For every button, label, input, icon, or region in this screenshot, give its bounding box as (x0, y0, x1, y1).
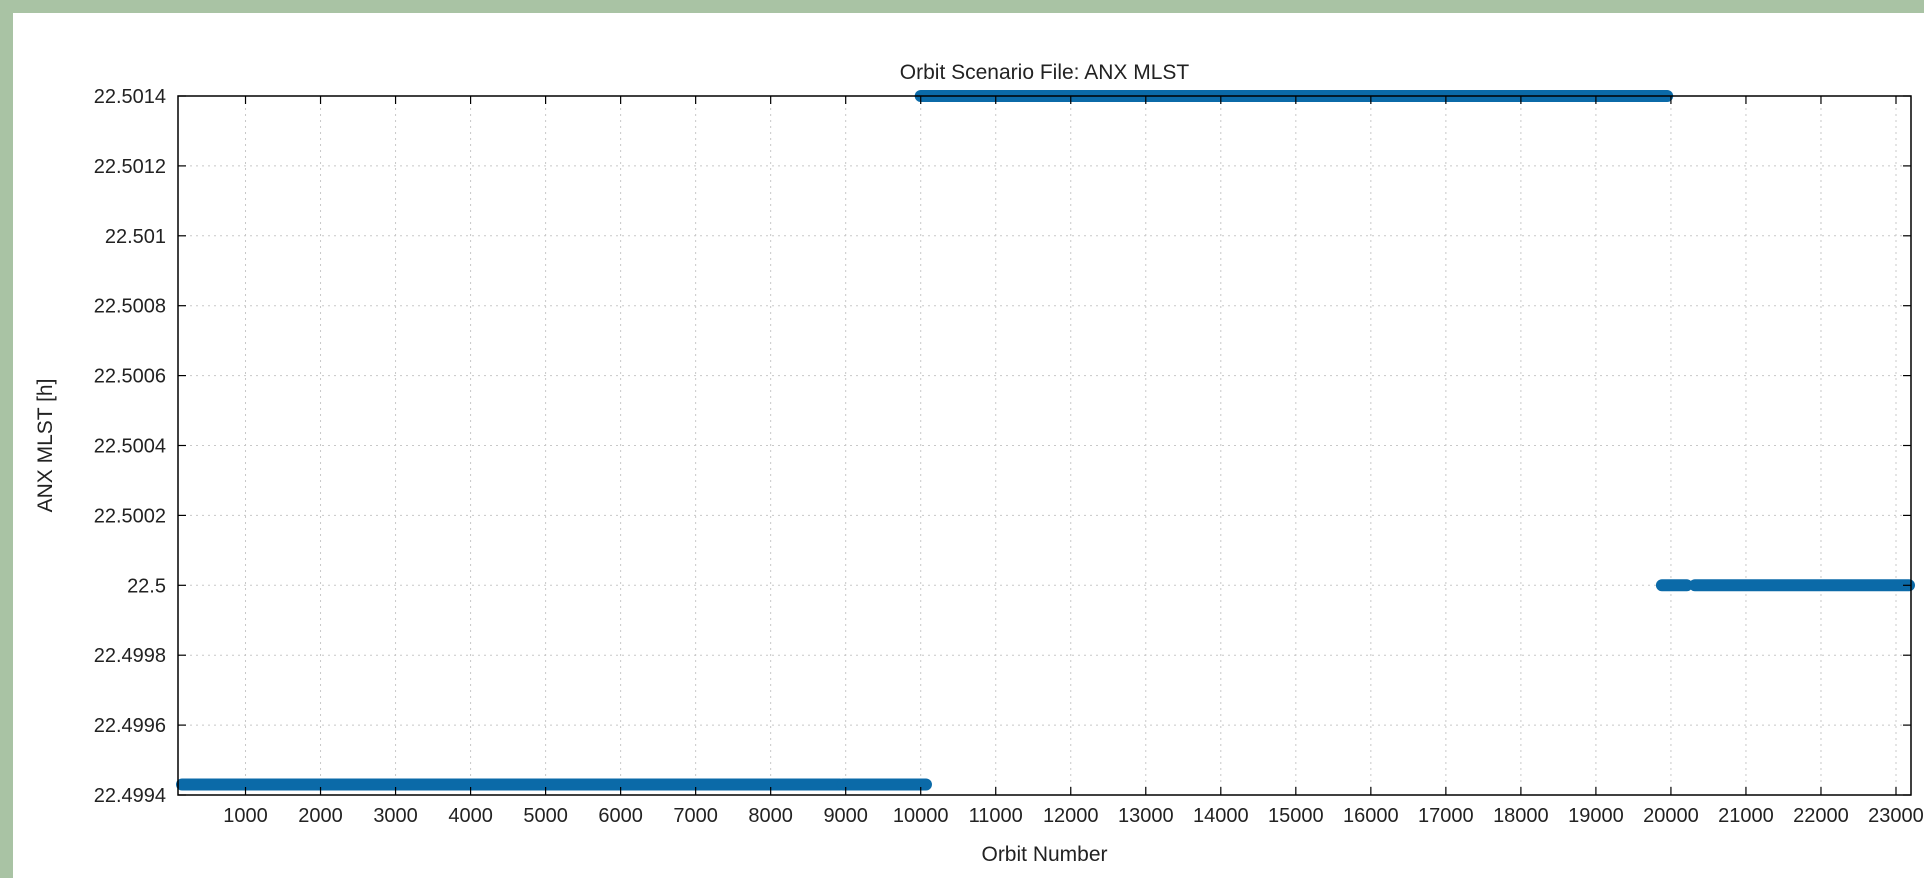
grid-layer (178, 95, 1911, 796)
x-tick-label: 5000 (523, 805, 568, 827)
x-tick-label: 16000 (1343, 805, 1399, 827)
x-tick-label: 13000 (1118, 805, 1174, 827)
x-tick-label: 4000 (448, 805, 493, 827)
y-tick-label: 22.4994 (94, 785, 166, 807)
y-tick-label: 22.501 (105, 226, 166, 248)
chart-frame: 1000 2000 3000 4000 5000 6000 7000 8000 9000 1000… (13, 13, 1924, 878)
x-axis-label: Orbit Number (981, 843, 1107, 866)
x-tick-label: 10000 (893, 805, 949, 827)
x-tick-label: 9000 (823, 805, 868, 827)
x-tick-label: 8000 (748, 805, 793, 827)
x-tick-label: 18000 (1493, 805, 1549, 827)
x-tick-label: 14000 (1193, 805, 1249, 827)
y-tick-label: 22.4996 (94, 715, 166, 737)
data-layer (176, 90, 1915, 791)
y-tick-label: 22.5014 (94, 86, 166, 108)
x-tick-label: 19000 (1568, 805, 1624, 827)
tick-layer: 1000 2000 3000 4000 5000 6000 7000 8000 9000 1000… (94, 86, 1924, 827)
x-tick-label: 17000 (1418, 805, 1474, 827)
y-tick-label: 22.5002 (94, 505, 166, 527)
x-tick-label: 22000 (1793, 805, 1849, 827)
x-tick-label: 1000 (223, 805, 268, 827)
x-tick-label: 6000 (598, 805, 643, 827)
y-tick-label: 22.5 (127, 575, 166, 597)
x-tick-label: 11000 (969, 805, 1023, 827)
x-tick-label: 3000 (373, 805, 418, 827)
x-tick-label: 12000 (1043, 805, 1099, 827)
x-tick-label: 15000 (1268, 805, 1324, 827)
x-tick-label: 20000 (1643, 805, 1699, 827)
x-tick-label: 23000 (1868, 805, 1924, 827)
y-tick-label: 22.4998 (94, 645, 166, 667)
y-tick-label: 22.5008 (94, 296, 166, 318)
y-tick-label: 22.5004 (94, 436, 166, 458)
chart-title: Orbit Scenario File: ANX MLST (900, 61, 1190, 84)
x-tick-label: 7000 (673, 805, 718, 827)
y-tick-label: 22.5006 (94, 366, 166, 388)
chart-svg: 1000 2000 3000 4000 5000 6000 7000 8000 9000 1000… (34, 61, 1924, 866)
y-axis-label: ANX MLST [h] (34, 379, 57, 513)
y-tick-label: 22.5012 (94, 156, 166, 178)
x-tick-label: 21000 (1718, 805, 1774, 827)
x-tick-label: 2000 (298, 805, 343, 827)
